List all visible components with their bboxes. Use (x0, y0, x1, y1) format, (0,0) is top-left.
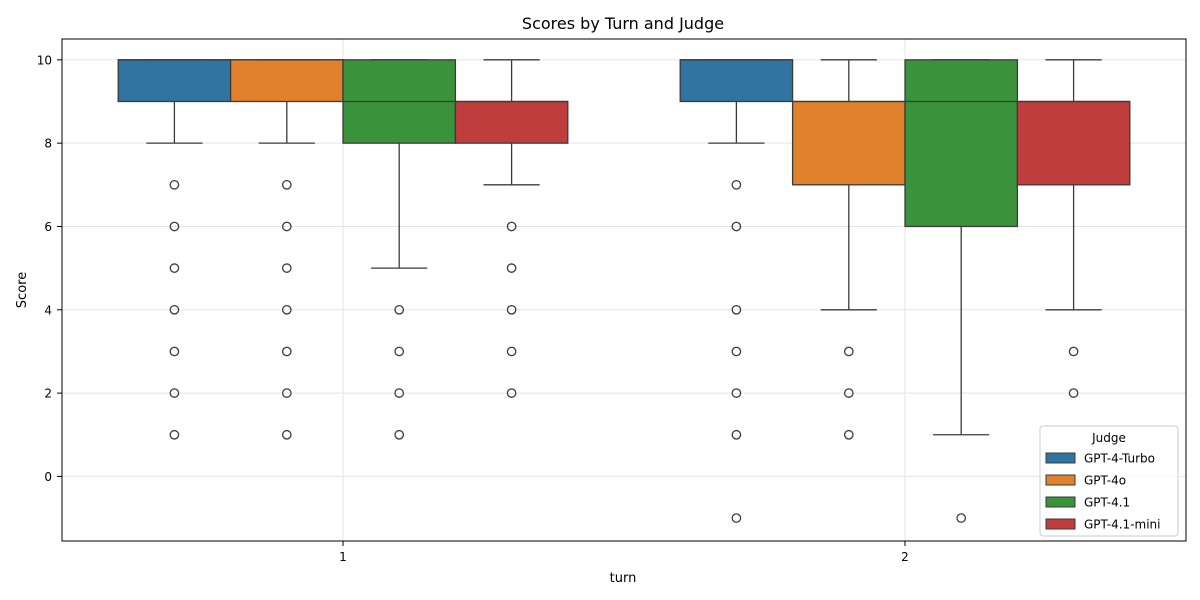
box-GPT-4-Turbo-turn-1 (117, 59, 232, 440)
box-iqr (1016, 100, 1131, 186)
box-iqr (454, 100, 569, 144)
outlier-point (506, 304, 517, 315)
outlier-point (731, 388, 742, 398)
outlier-point (843, 346, 854, 357)
outlier-point (169, 304, 180, 315)
outlier-point (731, 346, 742, 357)
outlier-point (843, 388, 854, 398)
y-tick-label: 2 (44, 387, 52, 401)
outlier-point (731, 304, 742, 315)
legend-entry: GPT-4-Turbo (1084, 452, 1155, 466)
outlier-point (956, 513, 967, 523)
legend-swatch (1045, 518, 1076, 530)
legend-entry: GPT-4o (1084, 474, 1126, 488)
y-tick-label: 8 (44, 137, 52, 151)
box-GPT-4o-turn-1 (229, 59, 344, 440)
legend-swatch (1045, 496, 1076, 508)
outlier-point (169, 179, 180, 190)
outlier-point (731, 221, 742, 232)
outlier-point (394, 429, 405, 440)
legend-swatch (1045, 452, 1076, 464)
legend-entry: GPT-4.1-mini (1084, 518, 1160, 532)
legend-title: Judge (1091, 431, 1126, 445)
y-axis-label: Score (15, 272, 30, 308)
boxes-layer (117, 59, 1131, 523)
box-iqr (791, 100, 906, 186)
box-GPT-4.1-mini-turn-2 (1016, 59, 1131, 398)
outlier-point (169, 429, 180, 440)
outlier-point (169, 263, 180, 273)
outlier-point (169, 221, 180, 232)
outlier-point (1068, 346, 1079, 357)
outlier-point (169, 346, 180, 357)
box-GPT-4o-turn-2 (791, 59, 906, 440)
box-GPT-4-Turbo-turn-2 (679, 59, 794, 523)
outlier-point (506, 221, 517, 232)
outlier-point (281, 388, 292, 398)
box-iqr (117, 59, 232, 103)
y-tick-label: 4 (44, 303, 52, 317)
outlier-point (506, 388, 517, 398)
x-axis-label: turn (610, 571, 637, 586)
outlier-point (731, 179, 742, 190)
outlier-point (731, 429, 742, 440)
outlier-point (281, 304, 292, 315)
outlier-point (281, 429, 292, 440)
outlier-point (281, 179, 292, 190)
box-iqr (679, 59, 794, 103)
legend: Judge GPT-4-Turbo GPT-4o GPT-4.1 GPT-4.1-min… (1039, 425, 1179, 537)
outlier-point (1068, 388, 1079, 398)
outlier-point (281, 221, 292, 232)
outlier-point (394, 346, 405, 357)
legend-entry: GPT-4.1 (1084, 496, 1130, 510)
box-GPT-4.1-turn-2 (904, 59, 1019, 523)
x-tick-label: 2 (901, 550, 909, 564)
outlier-point (394, 388, 405, 398)
outlier-point (281, 263, 292, 273)
legend-swatch (1045, 474, 1076, 486)
outlier-point (506, 263, 517, 273)
outlier-point (843, 429, 854, 440)
outlier-point (169, 388, 180, 398)
chart-title: Scores by Turn and Judge (522, 14, 724, 33)
y-tick-label: 0 (44, 470, 52, 484)
outlier-point (731, 513, 742, 523)
y-tick-label: 10 (37, 53, 52, 67)
outlier-point (281, 346, 292, 357)
y-tick-label: 6 (44, 220, 52, 234)
y-axis: 0 2 4 6 8 10 (37, 53, 62, 484)
box-GPT-4.1-turn-1 (342, 59, 457, 440)
plot-frame (61, 38, 1187, 542)
outlier-point (506, 346, 517, 357)
x-tick-label: 1 (339, 550, 347, 564)
box-iqr (904, 59, 1019, 228)
outlier-point (394, 304, 405, 315)
box-GPT-4.1-mini-turn-1 (454, 59, 569, 398)
box-iqr (229, 59, 344, 103)
